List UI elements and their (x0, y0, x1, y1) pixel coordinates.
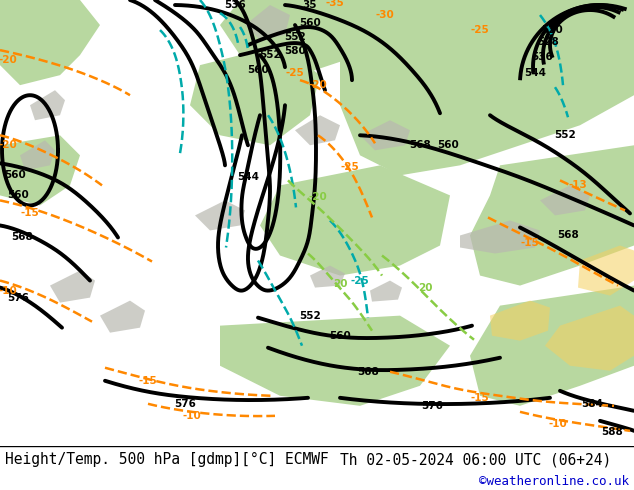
Text: 584: 584 (581, 399, 603, 409)
Polygon shape (0, 135, 80, 205)
Text: -10: -10 (548, 419, 567, 429)
Polygon shape (195, 200, 245, 230)
Text: Th 02-05-2024 06:00 UTC (06+24): Th 02-05-2024 06:00 UTC (06+24) (340, 452, 611, 467)
Text: -15: -15 (139, 376, 157, 386)
Text: -20: -20 (309, 193, 327, 202)
Text: 544: 544 (524, 68, 546, 78)
Polygon shape (578, 245, 634, 295)
Text: -15: -15 (470, 393, 489, 403)
Polygon shape (460, 220, 540, 253)
Text: -20: -20 (0, 55, 17, 65)
Text: 568: 568 (557, 230, 579, 241)
Text: 520: 520 (541, 25, 563, 35)
Text: 560: 560 (299, 18, 321, 28)
Text: 576: 576 (421, 401, 443, 411)
Text: 552: 552 (259, 50, 281, 60)
Text: 536: 536 (531, 52, 553, 62)
Polygon shape (340, 0, 634, 175)
Polygon shape (260, 165, 450, 275)
Polygon shape (50, 270, 95, 303)
Polygon shape (540, 185, 590, 216)
Text: -10: -10 (183, 411, 202, 421)
Text: -20: -20 (0, 140, 17, 150)
Text: 568: 568 (357, 367, 379, 377)
Text: 560: 560 (437, 140, 459, 150)
Text: 552: 552 (554, 130, 576, 140)
Text: -15: -15 (521, 239, 540, 248)
Text: -15: -15 (21, 208, 39, 219)
Text: 568: 568 (409, 140, 431, 150)
Text: 35: 35 (303, 0, 317, 10)
Text: 576: 576 (174, 399, 196, 409)
Text: 568: 568 (11, 232, 33, 243)
Polygon shape (470, 146, 634, 286)
Text: 528: 528 (537, 37, 559, 47)
Text: 576: 576 (7, 293, 29, 303)
Polygon shape (310, 266, 345, 288)
Polygon shape (540, 0, 634, 75)
Text: 560: 560 (4, 171, 26, 180)
Text: -25: -25 (340, 162, 359, 172)
Polygon shape (30, 90, 65, 120)
Polygon shape (295, 115, 340, 146)
Polygon shape (220, 316, 450, 406)
Text: 20: 20 (333, 279, 347, 289)
Text: Height/Temp. 500 hPa [gdmp][°C] ECMWF: Height/Temp. 500 hPa [gdmp][°C] ECMWF (5, 452, 329, 467)
Text: 20: 20 (418, 283, 432, 293)
Text: 560: 560 (7, 191, 29, 200)
Polygon shape (20, 140, 55, 171)
Text: 580: 580 (284, 46, 306, 56)
Text: ©weatheronline.co.uk: ©weatheronline.co.uk (479, 475, 629, 489)
Polygon shape (470, 286, 634, 406)
Text: -25: -25 (351, 275, 370, 286)
Text: -35: -35 (326, 0, 344, 8)
Polygon shape (0, 0, 100, 85)
Text: 536: 536 (224, 0, 246, 10)
Polygon shape (190, 45, 320, 146)
Polygon shape (100, 300, 145, 333)
Text: -10: -10 (0, 286, 17, 295)
Text: -13: -13 (569, 180, 587, 191)
Polygon shape (220, 0, 380, 75)
Polygon shape (545, 306, 634, 371)
Text: 588: 588 (601, 427, 623, 437)
Text: -25: -25 (470, 25, 489, 35)
Text: 544: 544 (237, 172, 259, 182)
Text: 560: 560 (329, 331, 351, 341)
Polygon shape (360, 120, 410, 150)
Text: -20: -20 (309, 80, 327, 90)
Text: 552: 552 (284, 32, 306, 42)
Polygon shape (370, 281, 402, 302)
Text: 552: 552 (299, 311, 321, 320)
Text: -30: -30 (375, 10, 394, 20)
Polygon shape (490, 300, 550, 341)
Polygon shape (245, 5, 290, 40)
Text: 560: 560 (247, 65, 269, 75)
Text: -25: -25 (286, 68, 304, 78)
